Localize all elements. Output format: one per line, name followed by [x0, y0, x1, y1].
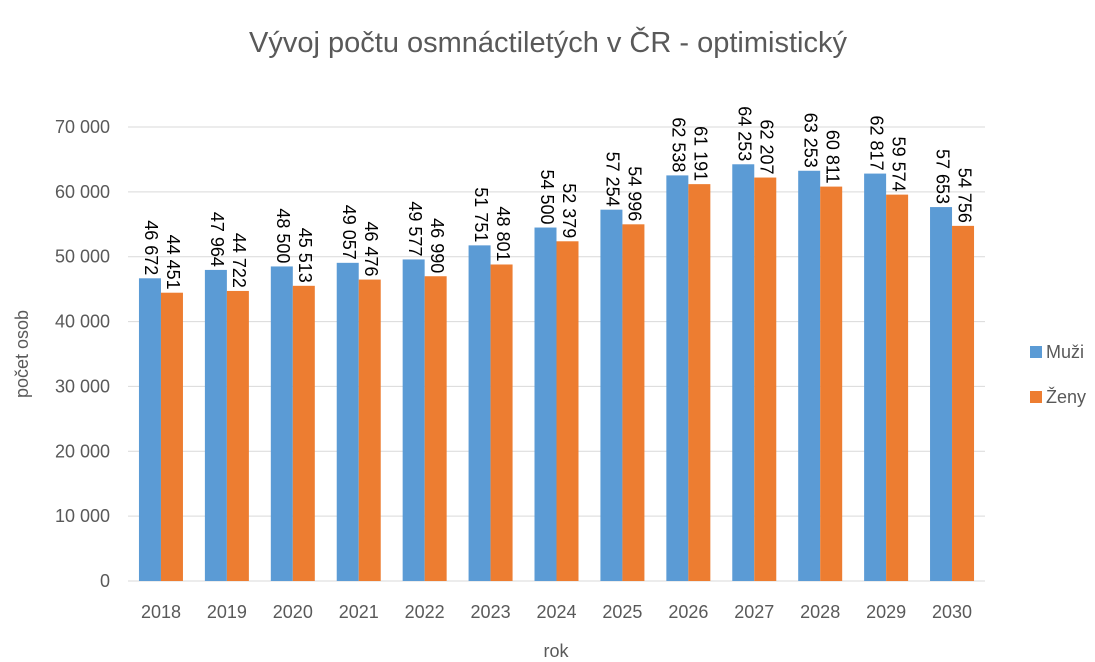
data-label: 61 191: [691, 126, 711, 181]
y-tick-label: 70 000: [55, 117, 110, 137]
x-tick-label: 2029: [866, 602, 906, 622]
legend-swatch: [1030, 346, 1042, 358]
x-tick-label: 2027: [734, 602, 774, 622]
bar: [666, 175, 689, 581]
bar: [820, 186, 843, 581]
x-tick-label: 2030: [932, 602, 972, 622]
data-label: 45 513: [295, 228, 315, 283]
bar: [754, 177, 777, 582]
chart-title: Vývoj počtu osmnáctiletých v ČR - optimi…: [249, 25, 847, 59]
bar: [160, 292, 183, 581]
data-label: 49 577: [405, 201, 425, 256]
bar: [226, 290, 249, 581]
y-tick-label: 0: [100, 571, 110, 591]
bar: [358, 279, 381, 581]
data-label: 49 057: [339, 205, 359, 260]
y-tick-label: 30 000: [55, 376, 110, 396]
data-label: 46 990: [427, 218, 447, 273]
data-label: 54 756: [954, 168, 974, 223]
data-label: 62 817: [866, 116, 886, 171]
bar: [688, 184, 711, 581]
bar: [864, 173, 887, 581]
bar: [534, 227, 557, 581]
x-tick-label: 2019: [207, 602, 247, 622]
bar: [402, 259, 425, 581]
legend-label: Ženy: [1046, 387, 1086, 407]
data-label: 60 811: [822, 130, 842, 184]
data-label: 51 751: [471, 187, 491, 242]
y-tick-label: 40 000: [55, 312, 110, 332]
bar: [270, 266, 293, 581]
data-label: 63 253: [800, 113, 820, 168]
x-tick-label: 2021: [339, 602, 379, 622]
data-label: 47 964: [207, 212, 227, 267]
x-axis-title: rok: [543, 641, 569, 661]
x-tick-label: 2025: [602, 602, 642, 622]
data-label: 57 254: [603, 152, 623, 207]
data-label: 62 207: [757, 119, 777, 174]
legend-label: Muži: [1046, 342, 1084, 362]
data-label: 57 653: [932, 149, 952, 204]
data-label: 62 538: [669, 117, 689, 172]
data-label: 54 500: [537, 169, 557, 224]
y-tick-label: 60 000: [55, 182, 110, 202]
x-tick-label: 2018: [141, 602, 181, 622]
data-label: 48 500: [273, 208, 293, 263]
data-label: 48 801: [493, 206, 513, 261]
bar: [732, 164, 755, 581]
bar: [798, 170, 821, 582]
x-tick-label: 2026: [668, 602, 708, 622]
x-tick-label: 2028: [800, 602, 840, 622]
bar: [622, 224, 645, 582]
data-label: 46 672: [141, 220, 161, 275]
data-label: 54 996: [625, 166, 645, 221]
bar: [292, 285, 315, 581]
data-label: 64 253: [735, 106, 755, 161]
data-label: 59 574: [888, 137, 908, 192]
data-label: 44 451: [163, 235, 183, 290]
data-label: 46 476: [361, 222, 381, 277]
bar: [886, 194, 909, 581]
x-tick-label: 2023: [471, 602, 511, 622]
legend-swatch: [1030, 391, 1042, 403]
y-tick-label: 20 000: [55, 441, 110, 461]
bar: [930, 207, 953, 582]
bar: [336, 262, 359, 581]
x-tick-label: 2022: [405, 602, 445, 622]
bar: [468, 245, 491, 582]
bar: [204, 269, 227, 581]
bar: [600, 209, 623, 581]
y-tick-label: 50 000: [55, 247, 110, 267]
bar: [490, 264, 513, 581]
x-tick-label: 2024: [536, 602, 576, 622]
bar: [424, 276, 447, 581]
bar: [138, 278, 161, 581]
y-axis-title: počet osob: [12, 310, 32, 398]
x-tick-label: 2020: [273, 602, 313, 622]
data-label: 52 379: [559, 183, 579, 238]
y-tick-label: 10 000: [55, 506, 110, 526]
bar: [952, 225, 975, 581]
bar: [556, 241, 579, 581]
data-label: 44 722: [229, 233, 249, 288]
